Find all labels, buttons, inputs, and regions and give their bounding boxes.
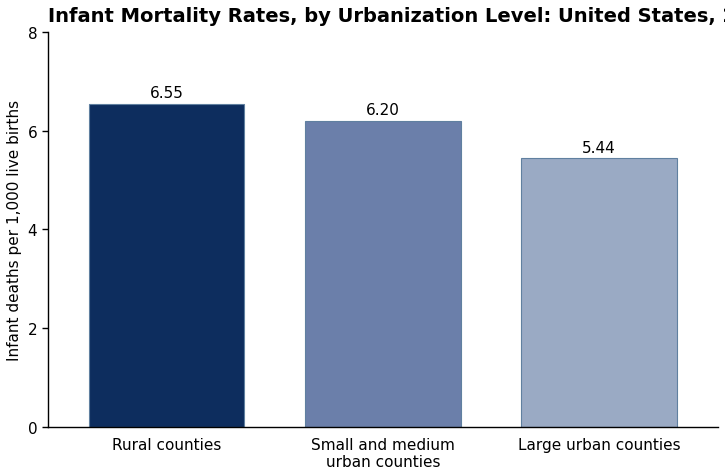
- Text: 6.20: 6.20: [366, 103, 399, 118]
- Bar: [305, 122, 460, 427]
- Bar: [88, 104, 244, 427]
- Text: Infant Mortality Rates, by Urbanization Level: United States, 2014: Infant Mortality Rates, by Urbanization …: [48, 7, 725, 26]
- Bar: [521, 159, 677, 427]
- Text: 6.55: 6.55: [149, 86, 183, 101]
- Text: 5.44: 5.44: [582, 141, 616, 156]
- Y-axis label: Infant deaths per 1,000 live births: Infant deaths per 1,000 live births: [7, 100, 22, 360]
